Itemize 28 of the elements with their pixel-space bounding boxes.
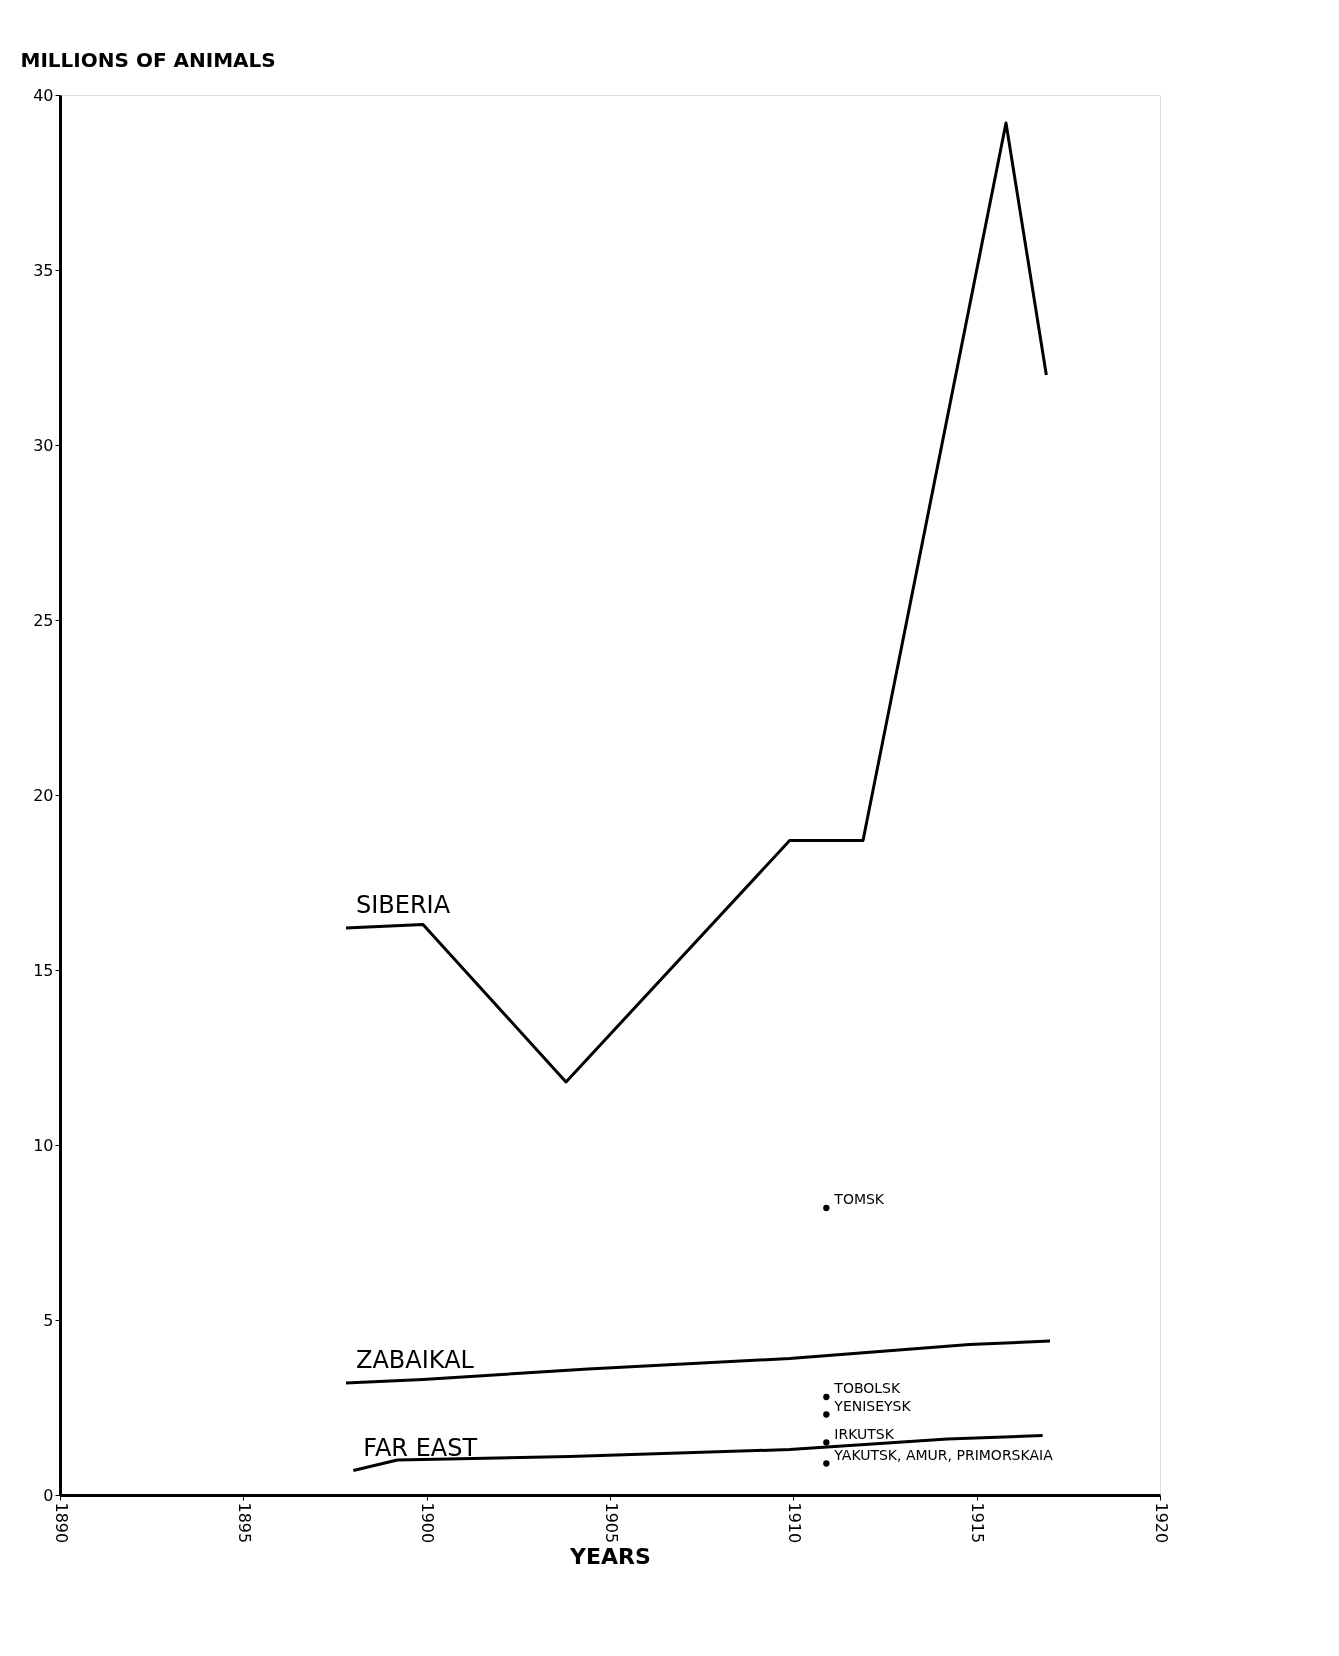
- series-label: FAR EAST: [363, 1433, 478, 1462]
- y-axis-title: MILLIONS OF ANIMALS: [20, 47, 276, 72]
- series-label: TOBOLSK: [833, 1380, 901, 1396]
- line-series: [344, 121, 1048, 1084]
- x-tick-label: 1895: [234, 1502, 254, 1544]
- y-tick-label: 35: [33, 260, 54, 280]
- x-tick-label: 1910: [784, 1502, 804, 1544]
- series-label: IRKUTSK: [834, 1425, 895, 1442]
- line-series: [344, 1339, 1052, 1385]
- y-tick-label: 10: [33, 1135, 54, 1155]
- series-label: YAKUTSK, AMUR, PRIMORSKAIA: [833, 1446, 1054, 1463]
- y-tick-label: 0: [43, 1485, 54, 1505]
- series-label: YENISEYSK: [833, 1397, 912, 1414]
- series-label: ZABAIKAL: [356, 1346, 475, 1374]
- x-axis-title: YEARS: [569, 1544, 651, 1570]
- series-label: TOMSK: [833, 1191, 885, 1207]
- y-tick-label: 20: [33, 785, 54, 805]
- x-tick-label: 1905: [601, 1502, 621, 1544]
- x-tick-label: 1890: [51, 1502, 71, 1544]
- y-tick-label: 5: [43, 1310, 54, 1330]
- x-tick-label: 1920: [1151, 1502, 1171, 1544]
- y-tick-label: 25: [33, 610, 54, 630]
- series-label: SIBERIA: [356, 891, 451, 919]
- x-tick-label: 1915: [968, 1502, 988, 1544]
- y-tick-label: 15: [33, 960, 54, 980]
- y-tick-label: 40: [33, 85, 54, 105]
- y-tick-label: 30: [33, 435, 54, 455]
- x-tick-label: 1900: [418, 1502, 438, 1544]
